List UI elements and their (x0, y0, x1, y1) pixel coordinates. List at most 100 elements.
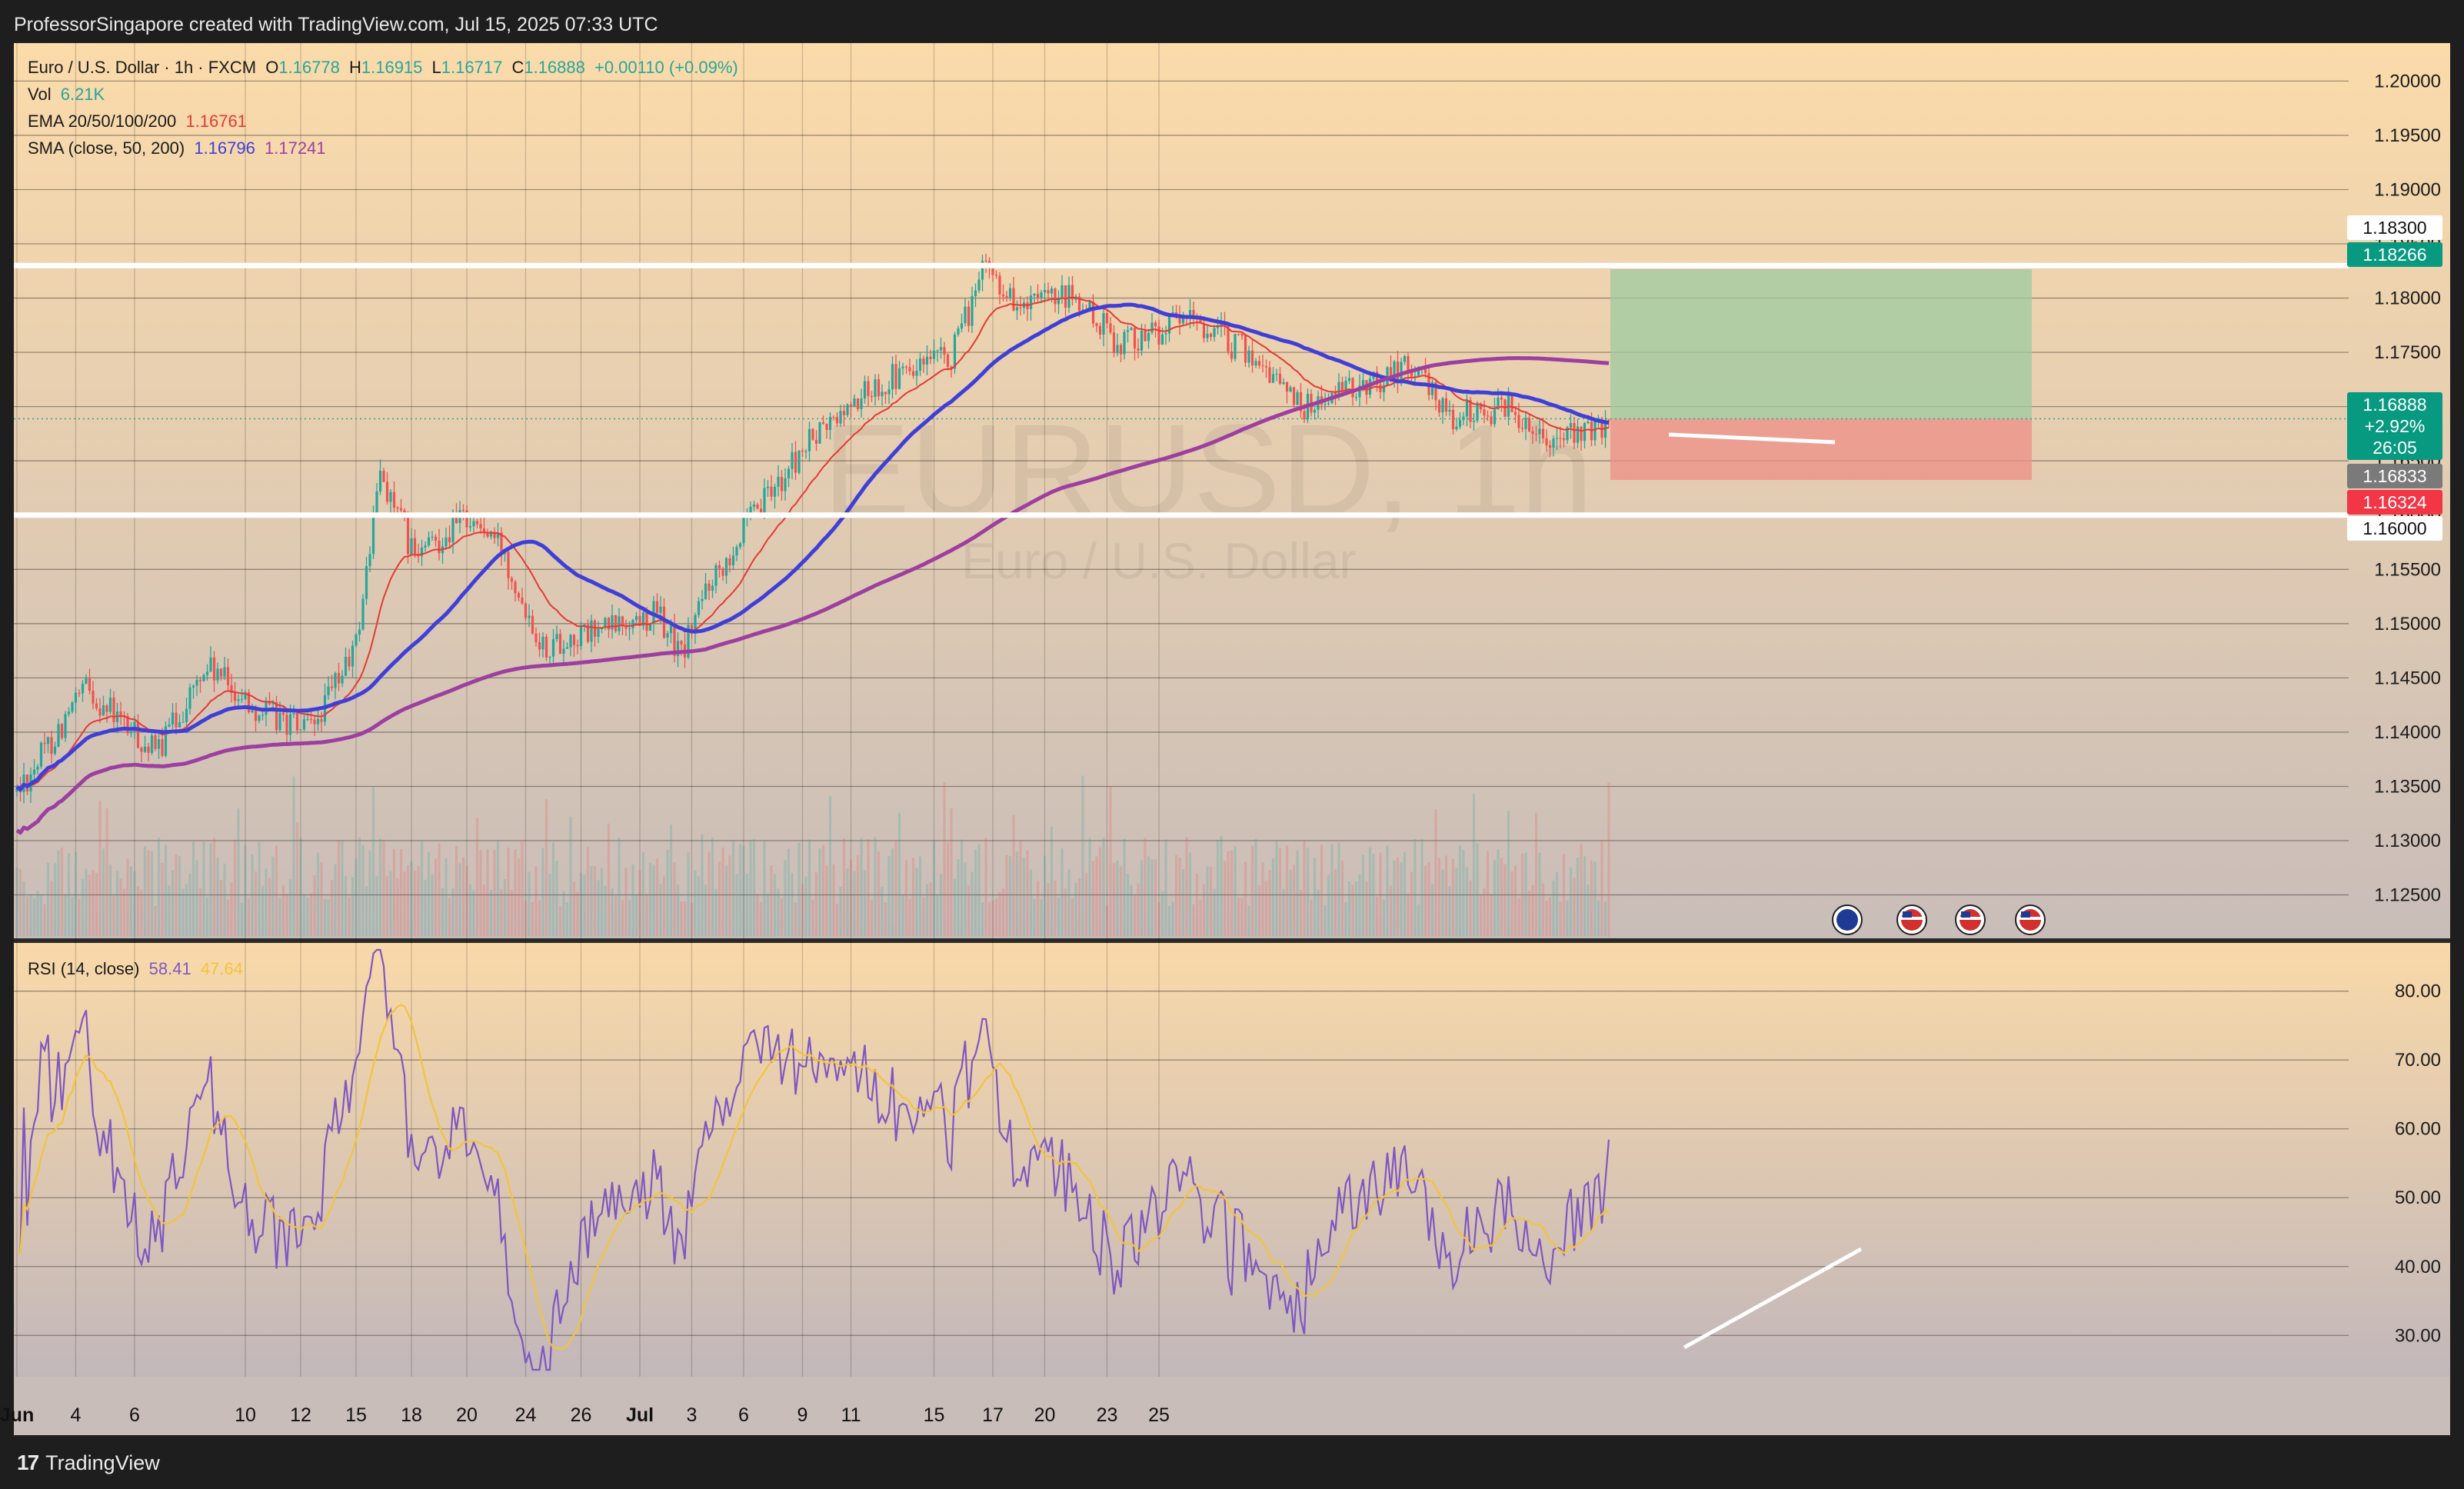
candle-body (1573, 423, 1576, 443)
candle-body (71, 702, 74, 712)
volume-bar (853, 871, 856, 937)
volume-bar (936, 895, 939, 937)
economic-events[interactable] (1832, 904, 2046, 935)
volume-bar (157, 837, 161, 937)
candle-body (1140, 330, 1144, 351)
volume-bar (1372, 853, 1375, 937)
volume-bar (915, 868, 918, 937)
candle-body (1275, 373, 1278, 375)
us-flag-icon[interactable] (1896, 904, 1927, 935)
volume-bar (1403, 851, 1407, 937)
volume-bar (541, 848, 544, 937)
candle-body (154, 735, 157, 749)
volume-bar (1008, 856, 1012, 937)
volume-bar (821, 844, 825, 937)
us-flag-icon-stripe (1901, 917, 1923, 920)
candle-body (205, 671, 209, 675)
candle-body (773, 486, 777, 497)
volume-bar (884, 902, 887, 937)
candle-body (794, 451, 797, 473)
rsi-tick-label: 60.00 (2395, 1119, 2441, 1140)
volume-bar (600, 868, 604, 937)
volume-bar (1583, 856, 1587, 937)
long-position-tool[interactable] (14, 269, 2349, 481)
candle-body (1513, 411, 1517, 415)
horizontal-levels[interactable] (14, 262, 2349, 518)
candle-body (389, 491, 392, 502)
us-flag-icon-stripe (1960, 917, 1981, 920)
time-tick-label: 15 (345, 1404, 367, 1426)
candle-body (479, 524, 482, 528)
volume-bar (1396, 857, 1400, 937)
volume-bar (1278, 848, 1282, 937)
volume-bar (1036, 881, 1040, 937)
volume-bar (981, 902, 984, 937)
volume-bar (634, 894, 638, 937)
volume-bar (1213, 888, 1216, 937)
eu-flag-icon[interactable] (1832, 904, 1863, 935)
volume-bar (46, 862, 50, 937)
volume-bar (669, 824, 673, 937)
price-tick-label: 1.15000 (2374, 614, 2441, 635)
candle-body (78, 692, 81, 694)
volume-bar (1324, 904, 1327, 937)
volume-bar (1469, 881, 1472, 937)
volume-bar (306, 898, 309, 937)
volume-bar (1573, 878, 1576, 937)
candle-body (877, 379, 881, 397)
ema20-line (16, 296, 1610, 788)
volume-bar (1012, 814, 1015, 937)
volume-bar (1455, 868, 1458, 937)
trendlines[interactable] (1668, 432, 1863, 1350)
volume-bar (32, 898, 36, 937)
candle-body (327, 686, 330, 696)
volume-bar (1423, 865, 1427, 937)
volume-bar (43, 904, 46, 937)
volume-bar (1451, 858, 1455, 937)
candle-body (341, 675, 344, 684)
candle-body (998, 275, 1001, 295)
volume-bar (1074, 882, 1077, 937)
volume-bar (621, 900, 624, 937)
candle-body (818, 422, 821, 444)
candle-body (1047, 290, 1050, 294)
candle-body (891, 364, 894, 390)
volume-bar (745, 873, 749, 937)
us-flag-icon[interactable] (1955, 904, 1986, 935)
candle-body (1517, 415, 1520, 428)
volume-bar (531, 902, 534, 937)
candle-body (1324, 404, 1327, 405)
volume-bar (178, 856, 181, 937)
candle-body (645, 612, 648, 631)
volume-bar (417, 866, 420, 937)
volume-bar (410, 861, 413, 937)
rsi-tick-label: 50.00 (2395, 1188, 2441, 1208)
candle-body (1192, 310, 1195, 318)
volume-bar (849, 859, 853, 937)
candle-body (904, 366, 908, 368)
volume-bar (36, 891, 39, 937)
candle-body (1313, 409, 1317, 413)
volume-bar (119, 878, 122, 937)
candle-body (908, 367, 911, 371)
volume-bar (1067, 869, 1071, 937)
rsi-lines (17, 948, 1610, 1371)
volume-bar (396, 878, 399, 937)
rsi-scale-bg (2349, 943, 2464, 1377)
tradingview-brand[interactable]: 17 TradingView (17, 1451, 160, 1475)
volume-bar (1157, 902, 1160, 937)
chart-canvas[interactable]: EURUSD, 1h Euro / U.S. Dollar 1.20000 1.1… (0, 43, 2464, 1435)
volume-bar (842, 838, 846, 937)
candle-body (590, 620, 593, 642)
volume-bar (64, 894, 67, 937)
sma50-line (15, 302, 1610, 792)
volume-bar (721, 847, 724, 937)
volume-bar (887, 856, 891, 937)
candle-body (1344, 381, 1347, 392)
volume-bar (448, 898, 451, 937)
volume-bar (731, 839, 735, 937)
us-flag-icon[interactable] (2015, 904, 2046, 935)
candle-body (977, 279, 981, 291)
candle-body (742, 517, 745, 544)
volume-bar (690, 902, 694, 937)
